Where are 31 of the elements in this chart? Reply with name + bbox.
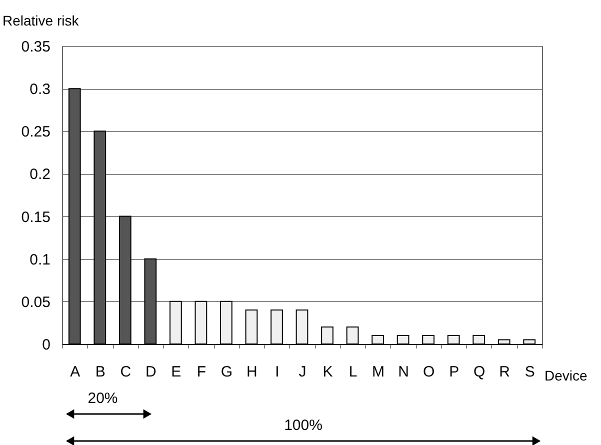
x-tick-label: I [275, 364, 280, 380]
text: 20% [88, 390, 118, 407]
y-tick-label: 0.2 [30, 166, 50, 184]
y-tick-label: 0.35 [21, 38, 50, 56]
y-tick-label: 0.1 [30, 251, 50, 268]
x-tick-label: K [322, 364, 333, 380]
x-tick-label: P [449, 364, 460, 380]
x-tick-label: B [95, 364, 106, 380]
y-tick-label: 0 [42, 336, 50, 354]
x-tick-label: E [171, 364, 182, 380]
x-tick-label: G [220, 364, 233, 380]
x-tick-label: M [372, 364, 385, 380]
y-tick-label: 0.25 [21, 124, 50, 141]
y-tick-label: 0.15 [21, 208, 50, 226]
x-tick-label: Q [474, 364, 486, 380]
x-tick-label: H [246, 364, 258, 380]
x-tick-label: A [70, 364, 80, 380]
x-tick-label: F [196, 364, 206, 380]
x-tick-label: D [146, 364, 156, 380]
x-axis-title: Device [544, 368, 588, 384]
x-tick-label: L [348, 364, 358, 380]
y-tick-label: 0.3 [30, 81, 50, 98]
x-tick-label: S [524, 364, 535, 380]
y-tick-label: 0.05 [21, 294, 50, 311]
x-tick-label: J [298, 364, 306, 380]
x-tick-label: R [499, 364, 510, 380]
x-tick-label: N [398, 364, 409, 380]
y-axis-title: Relative risk [2, 12, 80, 28]
x-tick-label: C [120, 364, 132, 380]
text: 100% [284, 417, 322, 434]
x-tick-label: O [422, 364, 435, 380]
